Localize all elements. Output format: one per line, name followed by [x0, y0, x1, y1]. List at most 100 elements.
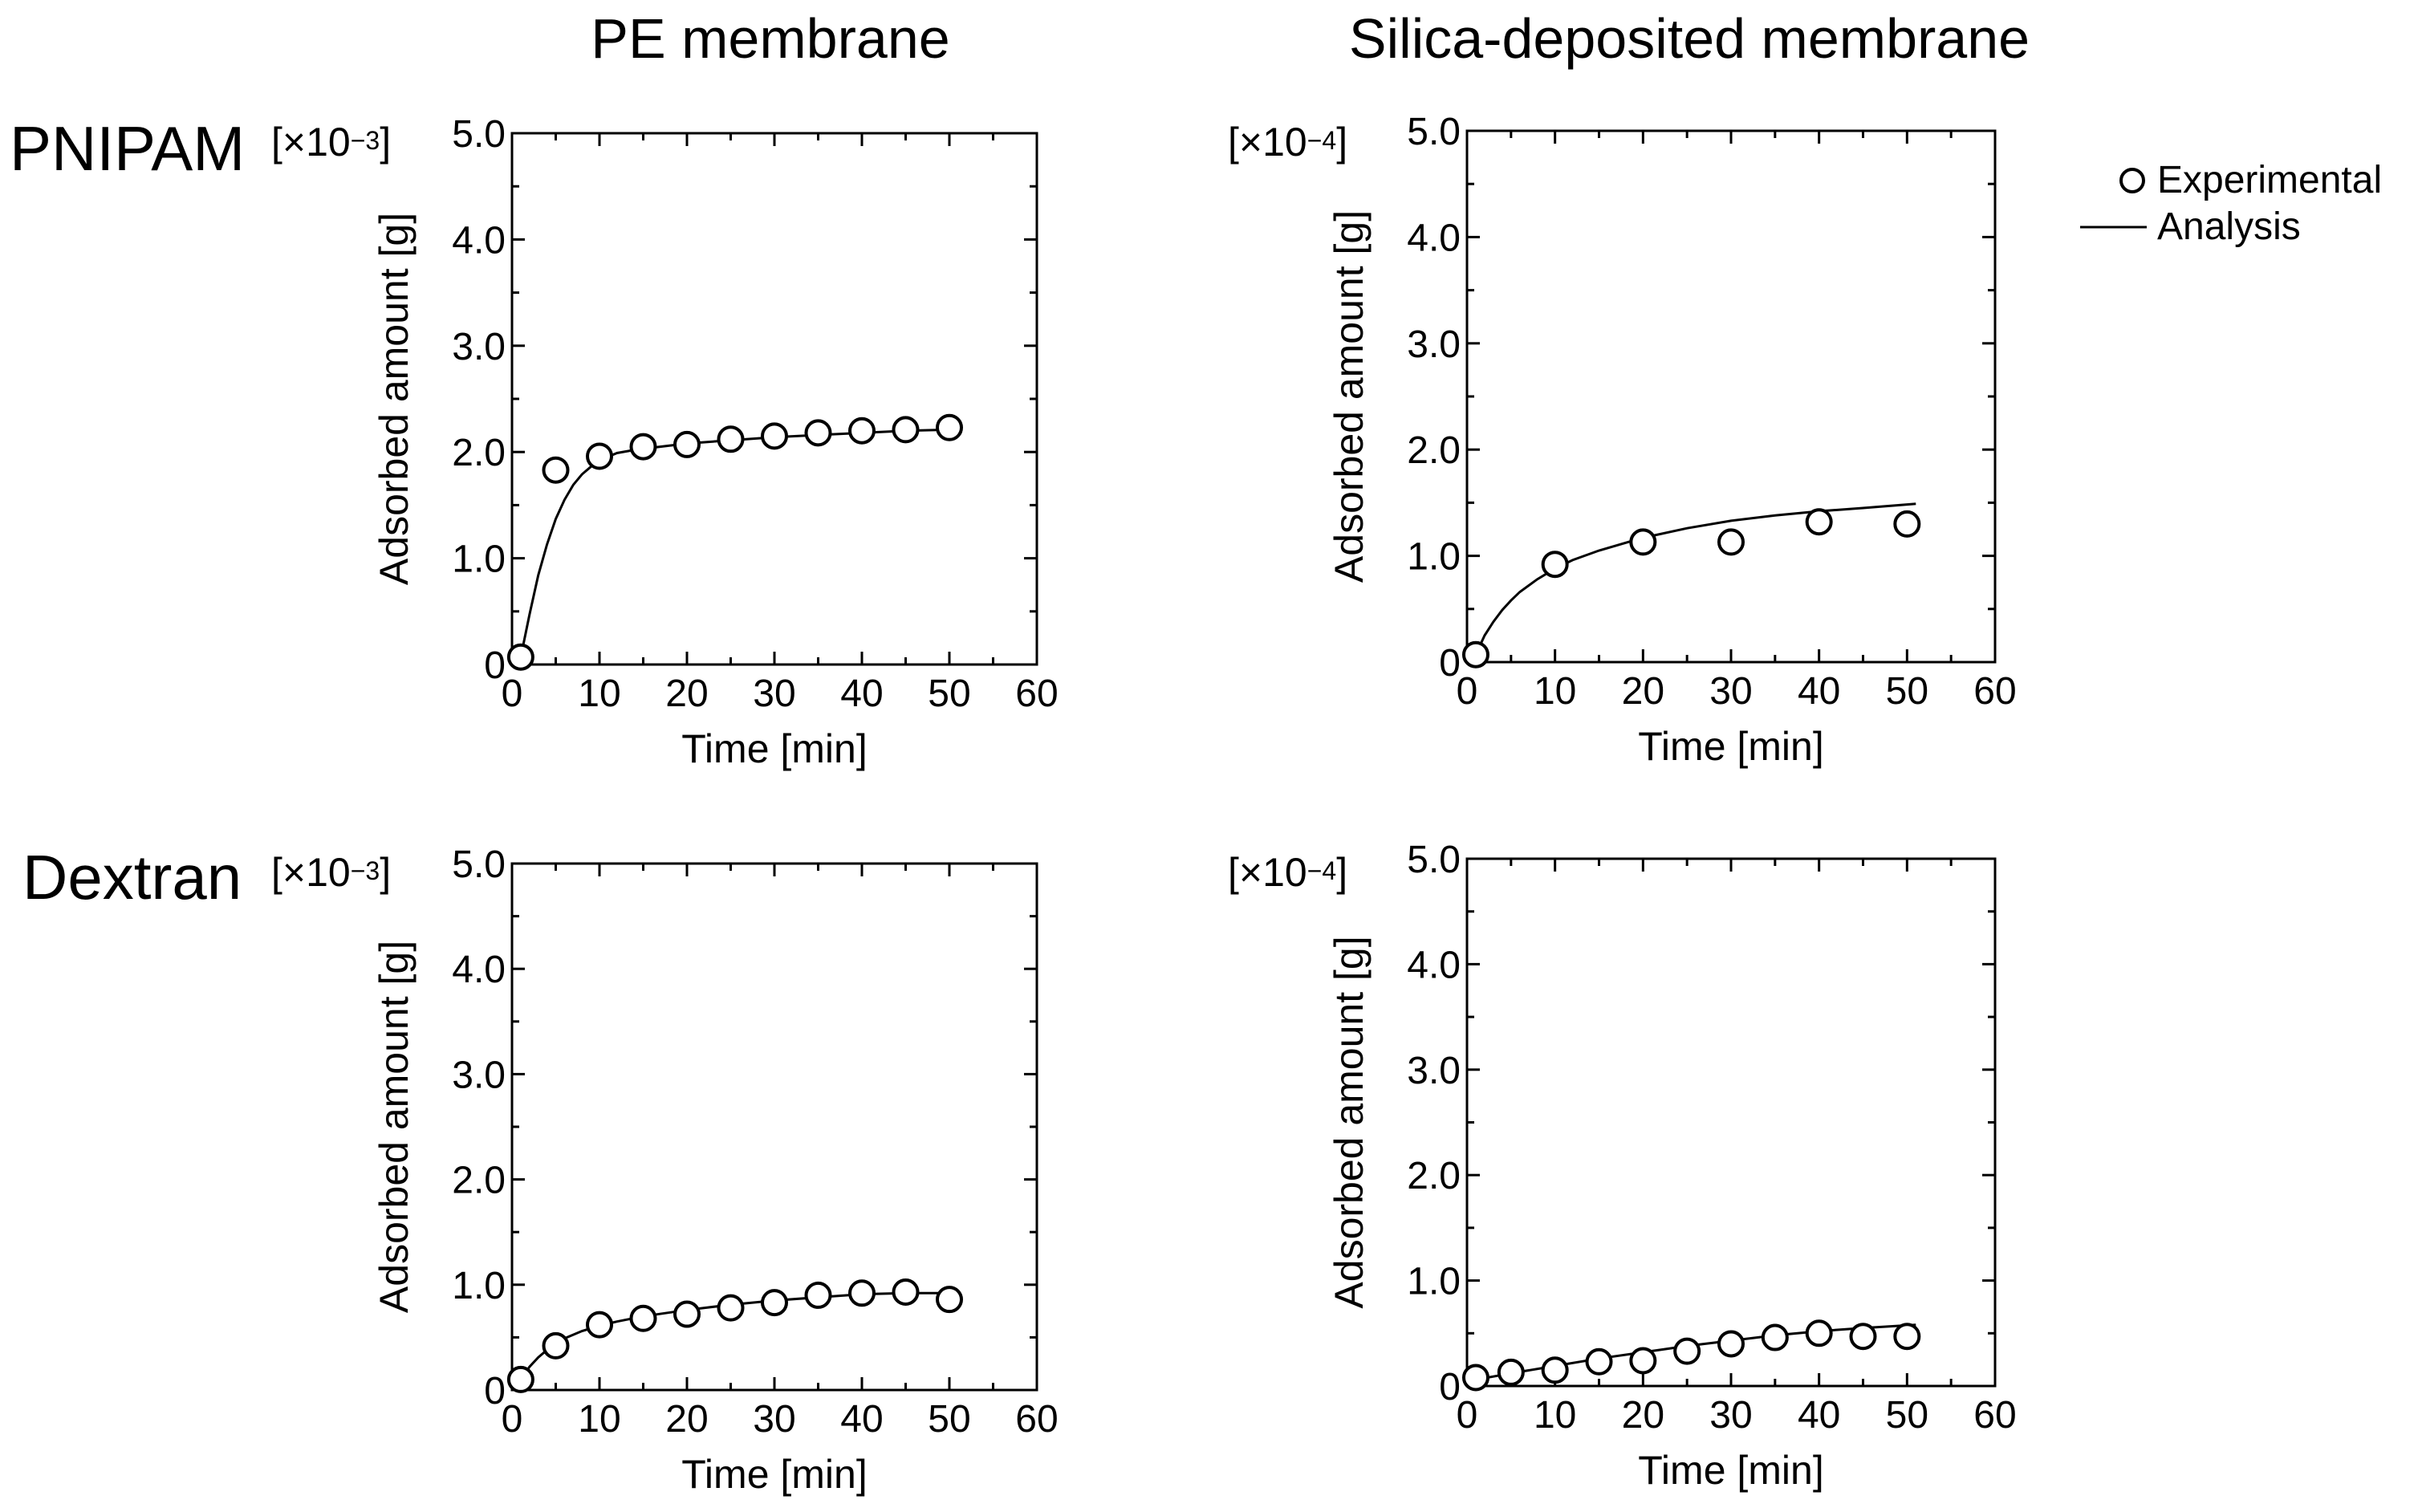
experimental-point [506, 1365, 534, 1393]
scale-close: ] [380, 120, 392, 165]
experimental-point [717, 1294, 745, 1322]
y-tick-label: 2.0 [452, 1160, 506, 1202]
experimental-point [1629, 1347, 1657, 1375]
x-tick-label: 60 [1015, 673, 1058, 715]
x-tick-label: 10 [578, 1398, 620, 1441]
y-tick-label: 5.0 [452, 113, 506, 156]
x-tick-label: 20 [665, 1398, 708, 1441]
plot-frame [1465, 857, 1997, 1388]
analysis-line [519, 428, 950, 658]
x-tick-label: 20 [1622, 1394, 1664, 1437]
legend-label-experimental: Experimental [2157, 159, 2383, 201]
x-tick-label: 50 [928, 673, 970, 715]
experimental-point [586, 442, 613, 470]
y-axis-label: Adsorbed amount [g] [372, 941, 417, 1313]
y-tick-label: 3.0 [1407, 1050, 1461, 1092]
solid-line-icon [2080, 226, 2147, 229]
experimental-point [542, 456, 570, 484]
experimental-point [673, 430, 701, 458]
y-tick-label: 1.0 [1407, 536, 1461, 579]
y-tick-label: 3.0 [452, 326, 506, 368]
y-tick-label: 1.0 [452, 1265, 506, 1307]
scale-close: ] [380, 850, 392, 895]
y-tick-label: 0 [484, 1370, 506, 1412]
experimental-point [586, 1311, 613, 1339]
x-tick-label: 20 [1622, 670, 1664, 713]
scale-base: [×10 [271, 850, 351, 895]
experimental-point [542, 1331, 570, 1360]
experimental-point [1461, 1364, 1489, 1392]
y-tick-label: 5.0 [1407, 839, 1461, 881]
experimental-point [1673, 1337, 1701, 1365]
experimental-point [892, 1278, 920, 1306]
x-axis-label: Time [min] [681, 726, 868, 771]
scale-label-dextran-pe: [×10−3] [271, 849, 391, 896]
y-tick-label: 4.0 [452, 949, 506, 991]
x-tick-label: 40 [1798, 1394, 1840, 1437]
legend-label-analysis: Analysis [2157, 205, 2301, 248]
y-tick-label: 2.0 [452, 432, 506, 474]
x-tick-label: 50 [928, 1398, 970, 1441]
experimental-point [1497, 1358, 1525, 1386]
x-tick-label: 60 [1015, 1398, 1058, 1441]
x-tick-label: 0 [1457, 1394, 1478, 1437]
x-tick-label: 0 [502, 673, 523, 715]
experimental-point [936, 413, 963, 441]
scale-base: [×10 [1228, 850, 1307, 895]
experimental-point [1461, 640, 1489, 669]
y-tick-label: 0 [484, 644, 506, 687]
x-tick-label: 50 [1886, 1394, 1928, 1437]
scale-exponent: −4 [1306, 126, 1337, 155]
y-tick-label: 0 [1439, 642, 1461, 685]
experimental-point [506, 643, 534, 671]
x-tick-label: 10 [1534, 1394, 1576, 1437]
y-tick-label: 4.0 [452, 219, 506, 262]
y-tick-label: 1.0 [452, 539, 506, 581]
experimental-point [1541, 1356, 1569, 1384]
open-circle-icon [2119, 168, 2145, 193]
chart-legend: Experimental Analysis [2062, 156, 2416, 261]
scale-label-dextran-silica: [×10−4] [1228, 849, 1347, 896]
column-title-silica: Silica-deposited membrane [1348, 7, 2030, 70]
experimental-point [1541, 551, 1569, 579]
scale-label-pnipam-pe: [×10−3] [271, 119, 391, 165]
experimental-point [629, 433, 657, 461]
scale-base: [×10 [1228, 120, 1307, 165]
experimental-point [717, 425, 745, 453]
y-axis-label: Adsorbed amount [g] [1327, 936, 1372, 1308]
analysis-line [1474, 502, 1916, 656]
y-tick-label: 4.0 [1407, 944, 1461, 986]
y-tick-label: 3.0 [1407, 323, 1461, 366]
x-tick-label: 60 [1973, 670, 2016, 713]
experimental-point [1849, 1323, 1877, 1351]
experimental-point [892, 416, 920, 444]
row-title-dextran: Dextran [22, 842, 242, 912]
x-tick-label: 10 [1534, 670, 1576, 713]
experimental-point [1805, 508, 1833, 536]
x-tick-label: 40 [840, 1398, 883, 1441]
x-tick-label: 0 [1457, 670, 1478, 713]
experimental-point [761, 422, 788, 450]
experimental-point [761, 1289, 788, 1317]
y-axis-label: Adsorbed amount [g] [372, 213, 417, 585]
x-tick-label: 30 [753, 1398, 795, 1441]
x-tick-label: 30 [1709, 1394, 1752, 1437]
y-tick-label: 5.0 [1407, 111, 1461, 153]
y-tick-label: 0 [1439, 1366, 1461, 1408]
x-tick-label: 30 [1709, 670, 1752, 713]
x-axis-label: Time [min] [1638, 1448, 1824, 1493]
scale-close: ] [1336, 120, 1348, 165]
experimental-point [848, 1279, 876, 1307]
x-tick-label: 20 [665, 673, 708, 715]
y-axis-label: Adsorbed amount [g] [1327, 210, 1372, 583]
experimental-point [1761, 1323, 1789, 1351]
x-tick-label: 60 [1973, 1394, 2016, 1437]
x-tick-label: 40 [1798, 670, 1840, 713]
x-tick-label: 40 [840, 673, 883, 715]
x-tick-label: 0 [502, 1398, 523, 1441]
x-axis-label: Time [min] [681, 1452, 868, 1497]
y-tick-label: 1.0 [1407, 1261, 1461, 1303]
